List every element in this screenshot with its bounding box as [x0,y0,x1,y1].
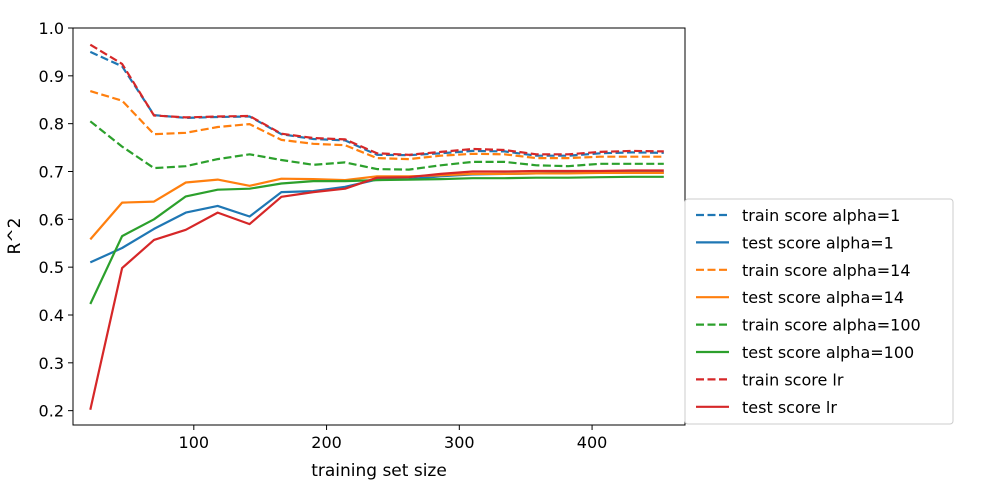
legend-label-3: train score alpha=14 [742,261,911,280]
legend-frame [684,198,954,425]
series-line-1 [89,50,664,157]
legend-label-4: test score alpha=14 [742,288,904,307]
x-axis-ticks: 100 200 300 400 [179,425,608,452]
y-tick-label: 0.8 [39,115,64,134]
legend-label-8: test score lr [742,398,837,417]
y-tick-label: 1.0 [39,19,64,38]
x-tick-label: 200 [311,433,342,452]
y-tick-label: 0.4 [39,306,64,325]
legend-label-1: train score alpha=1 [742,206,900,225]
series-line-6 [89,175,664,305]
x-tick-label: 400 [577,433,608,452]
legend-label-7: train score lr [742,370,844,389]
y-tick-label: 0.7 [39,162,64,181]
series-line-7 [89,43,664,156]
y-axis-label: R^2 [5,218,25,255]
series-line-5 [89,120,664,171]
legend-label-6: test score alpha=100 [742,343,914,362]
y-axis-ticks: 0.2 0.3 0.4 0.5 0.6 0.7 0.8 0.9 1.0 [39,19,73,421]
legend-label-2: test score alpha=1 [742,233,894,252]
y-tick-label: 0.3 [39,354,64,373]
legend: train score alpha=1 test score alpha=1 tra… [684,198,954,425]
series-lines [89,43,664,410]
series-line-8 [89,169,664,410]
legend-label-5: train score alpha=100 [742,316,921,335]
x-tick-label: 300 [444,433,475,452]
series-line-2 [89,171,664,264]
series-line-3 [89,90,664,161]
y-tick-label: 0.9 [39,67,64,86]
x-tick-label: 100 [179,433,210,452]
series-line-4 [89,171,664,241]
y-tick-label: 0.2 [39,402,64,421]
plot-frame [72,27,686,426]
y-tick-label: 0.5 [39,258,64,277]
y-tick-label: 0.6 [39,210,64,229]
x-axis-label: training set size [311,461,447,481]
